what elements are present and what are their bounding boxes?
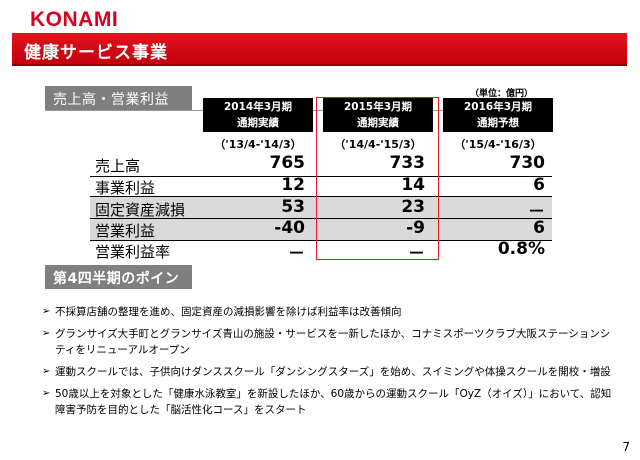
list-item-text: 不採算店舗の整理を進め、固定資産の減損影響を除けば利益率は改善傾向 — [55, 306, 402, 318]
column-header-2016: 2016年3月期 通期予想 — [443, 98, 553, 132]
list-item: ➢ 50歳以上を対象とした「健康水泳教室」を新設したほか、60歳からの運動スクー… — [42, 386, 612, 418]
table-row-operating-margin: 営業利益率 － － 0.8% — [90, 239, 552, 264]
column-header-year: 2016年3月期 — [463, 101, 533, 113]
unit-note: （単位：億円） — [470, 89, 534, 99]
column-header-year: 2015年3月期 — [343, 101, 413, 113]
cell-value: 12 — [281, 175, 305, 195]
row-label: 固定資産減損 — [95, 201, 186, 219]
column-period-2015: （'14/4-'15/3） — [334, 138, 422, 151]
cell-value: 733 — [389, 153, 426, 173]
column-header-year: 2014年3月期 — [223, 101, 293, 113]
table-row-business-profit: 事業利益 12 14 6 — [90, 175, 552, 198]
row-divider — [90, 240, 552, 241]
row-label: 営業利益 — [95, 222, 156, 240]
konami-logo: KONAMI — [30, 8, 119, 31]
table-row-impairment: 固定資産減損 53 23 － — [90, 197, 552, 222]
column-header-2015: 2015年3月期 通期実績 — [323, 98, 433, 132]
cell-value: 23 — [401, 197, 425, 217]
section-title-sales: 売上高・営業利益 — [45, 86, 192, 110]
bullet-list: ➢ 不採算店舗の整理を進め、固定資産の減損影響を除けば利益率は改善傾向 ➢ グラ… — [42, 304, 612, 424]
cell-value: 14 — [401, 175, 425, 195]
arrow-bullet-icon: ➢ — [42, 366, 51, 377]
fy2015-highlight-frame — [316, 97, 439, 260]
section-title-q4-points: 第4四半期のポイント — [45, 265, 192, 307]
list-item: ➢ グランサイズ大手町とグランサイズ青山の施設・サービスを一新したほか、コナミス… — [42, 326, 612, 358]
column-header-type: 通期実績 — [357, 117, 399, 129]
column-header-type: 通期予想 — [477, 117, 519, 129]
column-period-2014: （'13/4-'14/3） — [214, 138, 302, 151]
cell-value: 6 — [533, 218, 545, 238]
cell-value: 0.8% — [497, 239, 545, 259]
column-header-2014: 2014年3月期 通期実績 — [203, 98, 313, 132]
page-title: 健康サービス事業 — [24, 43, 168, 63]
row-divider — [90, 218, 552, 219]
list-item-text: グランサイズ大手町とグランサイズ青山の施設・サービスを一新したほか、コナミスポー… — [55, 328, 611, 356]
column-header-type: 通期実績 — [237, 117, 279, 129]
row-divider — [90, 176, 552, 177]
arrow-bullet-icon: ➢ — [42, 306, 51, 317]
arrow-bullet-icon: ➢ — [42, 328, 51, 339]
cell-value: － — [288, 244, 305, 264]
cell-value: -40 — [274, 218, 305, 238]
list-item-text: 50歳以上を対象とした「健康水泳教室」を新設したほか、60歳からの運動スクール「… — [55, 388, 612, 416]
column-period-2016: （'15/4-'16/3） — [454, 138, 542, 151]
list-item: ➢ 運動スクールでは、子供向けダンススクール「ダンシングスターズ」を始め、スイミ… — [42, 364, 612, 380]
page-number: 7 — [622, 440, 630, 454]
cell-value: -9 — [406, 218, 425, 238]
cell-value: 6 — [533, 175, 545, 195]
table-row-sales: 売上高 765 733 730 — [90, 153, 552, 176]
row-label: 売上高 — [95, 157, 141, 175]
cell-value: 765 — [269, 153, 306, 173]
cell-value: 53 — [281, 197, 305, 217]
cell-value: － — [528, 202, 545, 222]
list-item: ➢ 不採算店舗の整理を進め、固定資産の減損影響を除けば利益率は改善傾向 — [42, 304, 612, 320]
row-divider — [90, 196, 552, 197]
table-row-operating-profit: 営業利益 -40 -9 6 — [90, 218, 552, 241]
row-label: 営業利益率 — [95, 243, 171, 261]
list-item-text: 運動スクールでは、子供向けダンススクール「ダンシングスターズ」を始め、スイミング… — [55, 366, 611, 378]
arrow-bullet-icon: ➢ — [42, 388, 51, 399]
title-banner: 健康サービス事業 — [12, 33, 627, 66]
cell-value: 730 — [509, 153, 546, 173]
row-label: 事業利益 — [95, 179, 156, 197]
